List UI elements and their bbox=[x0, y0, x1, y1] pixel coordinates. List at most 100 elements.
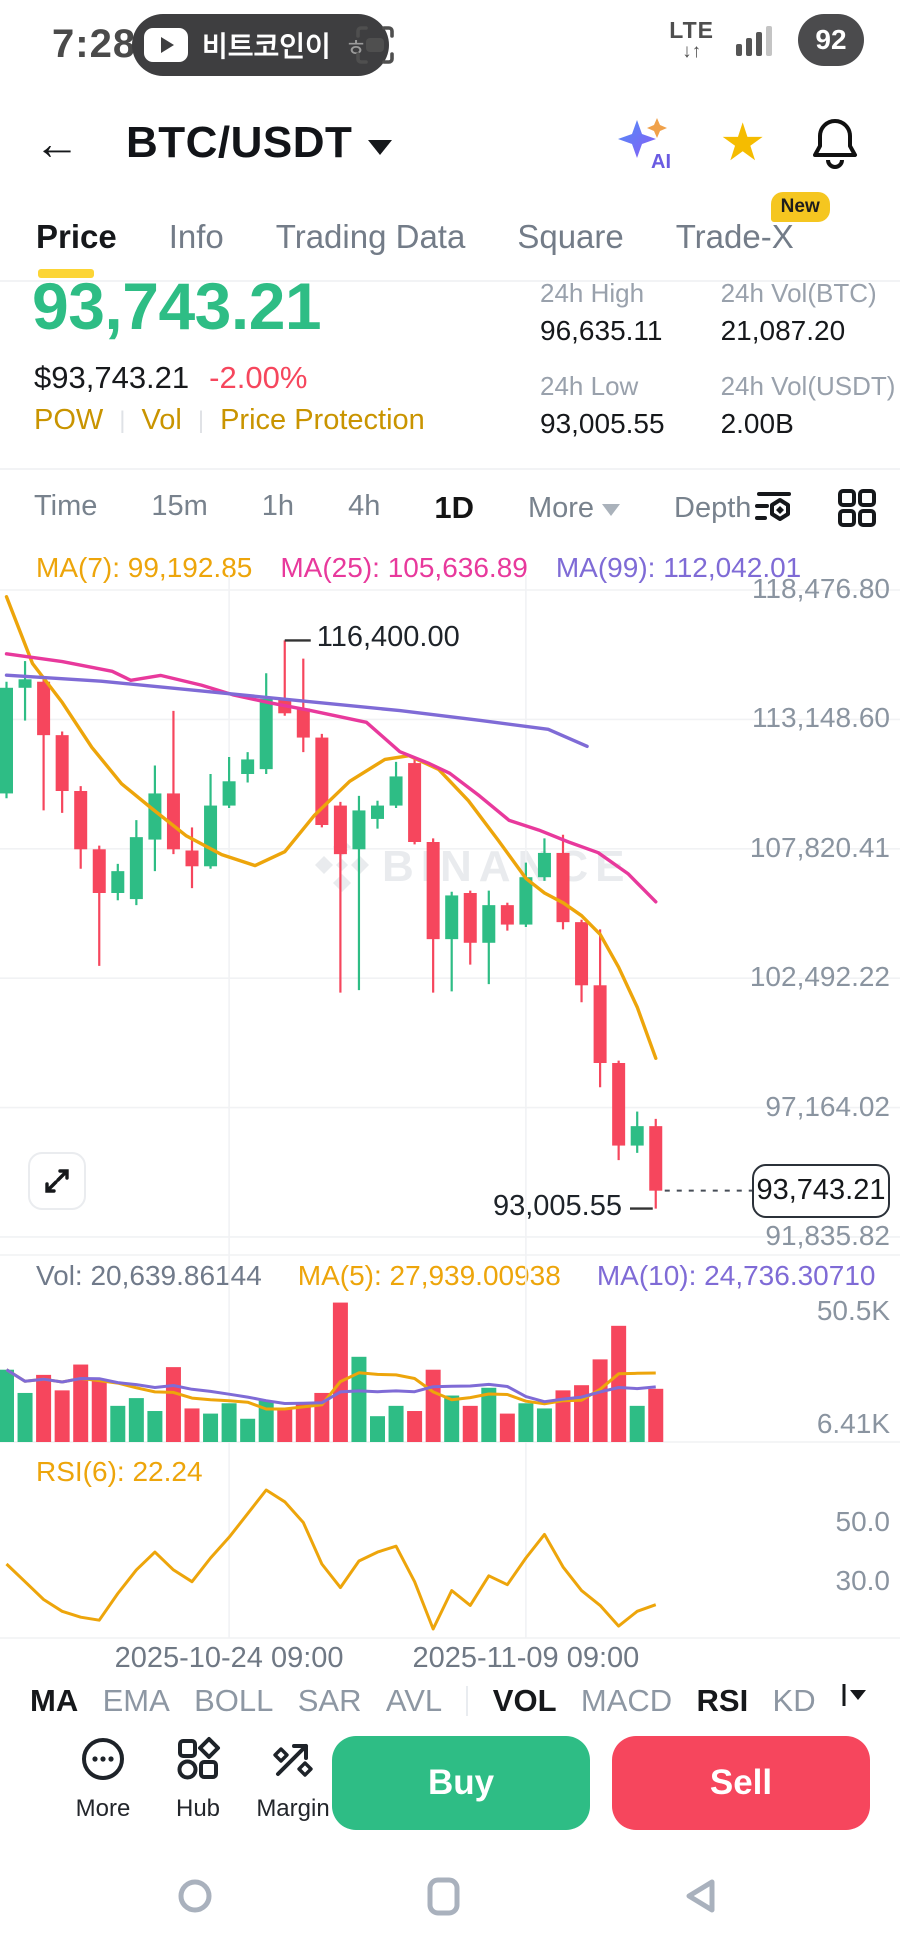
volume-bar bbox=[110, 1405, 126, 1442]
ma7-label: MA(7): 99,192.85 bbox=[36, 552, 253, 583]
pair-title[interactable]: BTC/USDT bbox=[126, 118, 353, 167]
header: ← BTC/USDT AI ★ bbox=[0, 92, 900, 194]
volume-bar bbox=[128, 1398, 144, 1442]
action-label: More bbox=[75, 1795, 131, 1822]
interval-time[interactable]: Time bbox=[34, 490, 98, 522]
stat-value: 21,087.20 bbox=[720, 315, 846, 346]
nav-recents-icon[interactable] bbox=[427, 1877, 460, 1916]
bottom-action-bar: More Hub Margin Buy Sell bbox=[0, 1718, 900, 1848]
more-icon bbox=[78, 1734, 128, 1789]
indicator-tab-bar: MA EMA BOLL SAR AVL VOL MACD RSI KD bbox=[0, 1676, 900, 1718]
volume-bar bbox=[184, 1408, 200, 1442]
candle-body bbox=[519, 877, 533, 925]
stats-panel: 24h High 96,635.11 24h Low 93,005.55 24h Vol… bbox=[540, 278, 895, 464]
link-vol[interactable]: Vol bbox=[141, 404, 182, 436]
favorite-star-icon[interactable]: ★ bbox=[719, 114, 766, 172]
tab-square[interactable]: Square bbox=[517, 218, 624, 255]
indicator-settings-icon[interactable] bbox=[751, 486, 795, 530]
action-hub[interactable]: Hub bbox=[143, 1734, 253, 1823]
pair-dropdown-caret-icon[interactable] bbox=[368, 139, 393, 155]
action-margin[interactable]: Margin bbox=[238, 1734, 348, 1823]
interval-1d[interactable]: 1D bbox=[434, 490, 474, 525]
tab-price[interactable]: Price bbox=[36, 218, 117, 278]
price-axis-label: 91,835.82 bbox=[765, 1219, 890, 1251]
screen-capture-icon[interactable] bbox=[352, 22, 398, 73]
rsi-line bbox=[5, 1488, 657, 1631]
volume-legend: Vol: 20,639.86144 MA(5): 27,939.00938 MA… bbox=[36, 1260, 875, 1292]
volume-bar bbox=[536, 1408, 552, 1442]
date-tick: 2025-10-24 09:00 bbox=[114, 1642, 344, 1674]
chevron-down-icon bbox=[602, 504, 621, 516]
active-tab-underline bbox=[38, 269, 94, 278]
indicator-more-icon[interactable] bbox=[840, 1676, 870, 1718]
media-notification-pill[interactable]: 비트코인이 ㅎ bbox=[132, 14, 389, 76]
low-annotation-label: 93,005.55 bbox=[492, 1189, 622, 1222]
volume-bar bbox=[444, 1395, 460, 1442]
volume-bar bbox=[499, 1413, 515, 1442]
indicator-sar[interactable]: SAR bbox=[297, 1683, 362, 1718]
hub-icon bbox=[173, 1734, 223, 1789]
rsi-legend: RSI(6): 22.24 bbox=[36, 1456, 203, 1488]
candle-body bbox=[278, 698, 292, 714]
link-separator: | bbox=[119, 406, 126, 434]
stat-value: 2.00B bbox=[720, 408, 794, 439]
back-button[interactable]: ← bbox=[34, 117, 80, 169]
ai-assistant-icon[interactable]: AI bbox=[613, 112, 675, 174]
current-price-tag[interactable]: 93,743.21 bbox=[752, 1163, 890, 1218]
layout-grid-icon[interactable] bbox=[835, 486, 879, 530]
interval-1h[interactable]: 1h bbox=[261, 490, 295, 522]
candle-body bbox=[445, 895, 459, 940]
candle-body bbox=[593, 985, 607, 1063]
indicator-ema[interactable]: EMA bbox=[102, 1683, 170, 1718]
price-axis-label: 113,148.60 bbox=[751, 702, 890, 734]
action-more[interactable]: More bbox=[48, 1734, 158, 1823]
indicator-ma[interactable]: MA bbox=[30, 1683, 79, 1718]
link-pow[interactable]: POW bbox=[34, 404, 104, 436]
candle-body bbox=[166, 793, 180, 850]
candle-body bbox=[296, 708, 310, 738]
volume-bar bbox=[258, 1400, 274, 1442]
ma7-line bbox=[4, 595, 658, 1061]
last-price: 93,743.21 bbox=[32, 269, 322, 343]
tab-trade-x[interactable]: Trade-X New bbox=[676, 192, 830, 256]
indicator-rsi[interactable]: RSI bbox=[696, 1683, 749, 1718]
status-bar-right: LTE ↓↑ 92 bbox=[669, 14, 872, 66]
indicator-avl[interactable]: AVL bbox=[385, 1683, 443, 1718]
stat-column: 24h Vol(BTC) 21,087.20 24h Vol(USDT) 2.00B bbox=[721, 278, 896, 464]
candle-body bbox=[18, 679, 32, 688]
volume-bar bbox=[555, 1390, 571, 1442]
indicator-boll[interactable]: BOLL bbox=[194, 1683, 274, 1718]
indicator-macd[interactable]: MACD bbox=[580, 1683, 673, 1718]
status-bar: 7:28 비트코인이 ㅎ LTE ↓↑ 92 bbox=[0, 0, 900, 92]
buy-button[interactable]: Buy bbox=[332, 1736, 590, 1830]
nav-home-icon[interactable] bbox=[178, 1879, 212, 1913]
more-intervals-dropdown[interactable]: More bbox=[528, 492, 621, 525]
volume-bar bbox=[425, 1369, 441, 1442]
volume-bar bbox=[481, 1387, 497, 1442]
expand-chart-button[interactable] bbox=[28, 1152, 86, 1210]
interval-4h[interactable]: 4h bbox=[348, 490, 381, 522]
rsi-label: RSI(6): 22.24 bbox=[36, 1456, 203, 1487]
volume-bar bbox=[629, 1405, 645, 1442]
stat-label: 24h Low bbox=[540, 371, 639, 401]
depth-button[interactable]: Depth bbox=[674, 491, 752, 524]
tab-trading-data[interactable]: Trading Data bbox=[275, 218, 466, 255]
high-annotation-label: 116,400.00 bbox=[316, 621, 460, 654]
tab-bar: Price Info Trading Data Square Trade-X New bbox=[0, 192, 900, 282]
indicator-kd[interactable]: KD bbox=[772, 1683, 816, 1718]
interval-15m[interactable]: 15m bbox=[151, 490, 208, 522]
link-price-protection[interactable]: Price Protection bbox=[220, 404, 425, 436]
vol-ma10-label: MA(10): 24,736.30710 bbox=[596, 1260, 876, 1291]
indicator-vol[interactable]: VOL bbox=[492, 1683, 557, 1718]
candle-body bbox=[612, 1063, 626, 1146]
sell-button[interactable]: Sell bbox=[612, 1736, 870, 1830]
candle-body bbox=[482, 905, 496, 943]
nav-back-icon[interactable] bbox=[686, 1879, 715, 1913]
volume-ma5-line bbox=[5, 1368, 656, 1411]
new-badge: New bbox=[770, 192, 830, 222]
vol-ma5-label: MA(5): 27,939.00938 bbox=[297, 1260, 561, 1291]
tab-info[interactable]: Info bbox=[168, 218, 224, 255]
candle-body bbox=[37, 681, 51, 736]
notifications-bell-icon[interactable] bbox=[810, 116, 860, 170]
ma-legend: MA(7): 99,192.85 MA(25): 105,636.89 MA(9… bbox=[36, 552, 801, 584]
